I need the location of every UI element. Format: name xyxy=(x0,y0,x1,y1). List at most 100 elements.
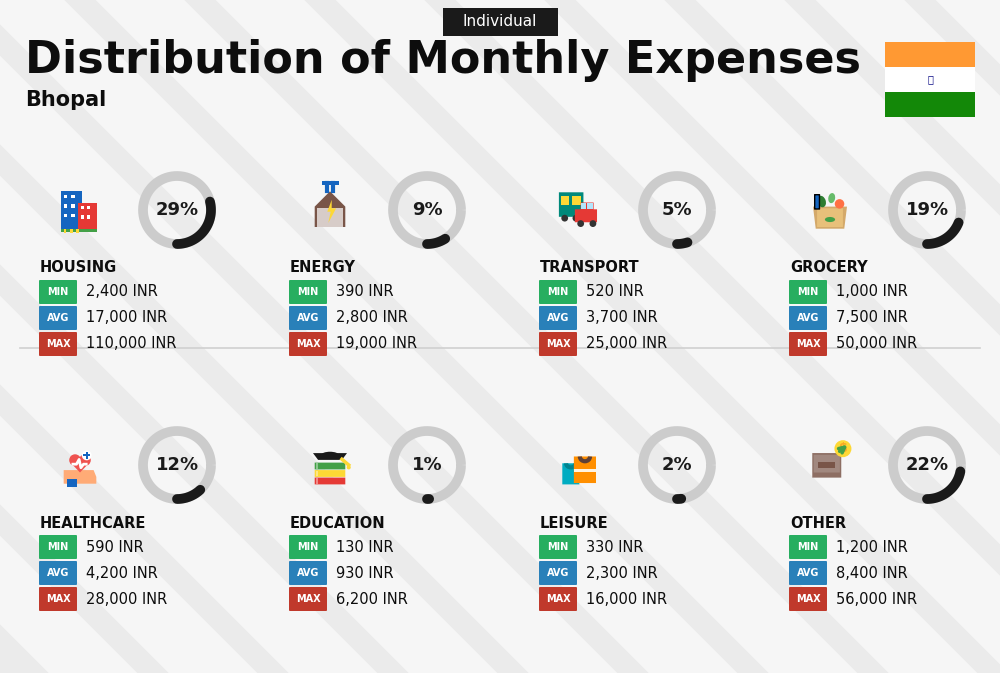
Ellipse shape xyxy=(828,193,835,203)
FancyBboxPatch shape xyxy=(789,332,827,356)
Circle shape xyxy=(82,450,92,460)
Text: 110,000 INR: 110,000 INR xyxy=(86,336,176,351)
Text: 2,400 INR: 2,400 INR xyxy=(86,285,158,299)
Bar xyxy=(87,205,90,209)
Bar xyxy=(83,454,90,456)
Text: Bhopal: Bhopal xyxy=(25,90,106,110)
Bar xyxy=(64,204,67,207)
Text: HOUSING: HOUSING xyxy=(40,260,117,275)
Text: AVG: AVG xyxy=(47,568,69,578)
Bar xyxy=(581,203,586,209)
Text: MAX: MAX xyxy=(546,594,570,604)
Text: 19%: 19% xyxy=(905,201,949,219)
FancyBboxPatch shape xyxy=(289,561,327,585)
Text: 2,800 INR: 2,800 INR xyxy=(336,310,408,326)
Text: 12%: 12% xyxy=(155,456,199,474)
FancyBboxPatch shape xyxy=(315,470,345,477)
Text: 520 INR: 520 INR xyxy=(586,285,644,299)
Text: 1,200 INR: 1,200 INR xyxy=(836,540,908,555)
Text: MAX: MAX xyxy=(296,339,320,349)
Bar xyxy=(885,67,975,92)
FancyBboxPatch shape xyxy=(789,561,827,585)
Bar xyxy=(70,229,73,233)
Text: MIN: MIN xyxy=(47,542,69,552)
Text: MIN: MIN xyxy=(797,287,819,297)
Text: 8,400 INR: 8,400 INR xyxy=(836,565,908,581)
Circle shape xyxy=(573,215,579,221)
Text: Individual: Individual xyxy=(463,15,537,30)
Text: 56,000 INR: 56,000 INR xyxy=(836,592,917,606)
Text: 930 INR: 930 INR xyxy=(336,565,394,581)
Circle shape xyxy=(577,220,584,227)
Text: 130 INR: 130 INR xyxy=(336,540,394,555)
Bar xyxy=(561,196,569,205)
Text: EDUCATION: EDUCATION xyxy=(290,516,386,530)
Bar xyxy=(78,229,97,232)
Text: 5%: 5% xyxy=(662,201,692,219)
Text: 590 INR: 590 INR xyxy=(86,540,144,555)
Text: 1%: 1% xyxy=(412,456,442,474)
Text: 1,000 INR: 1,000 INR xyxy=(836,285,908,299)
Text: AVG: AVG xyxy=(297,568,319,578)
Text: 50,000 INR: 50,000 INR xyxy=(836,336,917,351)
FancyBboxPatch shape xyxy=(39,587,77,611)
Text: 2%: 2% xyxy=(662,456,692,474)
Text: MAX: MAX xyxy=(46,339,70,349)
Text: ENERGY: ENERGY xyxy=(290,260,356,275)
Text: 19,000 INR: 19,000 INR xyxy=(336,336,417,351)
Text: 2,300 INR: 2,300 INR xyxy=(586,565,658,581)
Bar xyxy=(61,229,82,232)
Bar xyxy=(86,452,88,459)
FancyBboxPatch shape xyxy=(289,587,327,611)
Bar xyxy=(818,462,835,468)
Circle shape xyxy=(69,454,81,466)
FancyBboxPatch shape xyxy=(789,535,827,559)
Text: AVG: AVG xyxy=(297,313,319,323)
Text: AVG: AVG xyxy=(47,313,69,323)
Text: MAX: MAX xyxy=(46,594,70,604)
Bar xyxy=(317,209,343,227)
FancyBboxPatch shape xyxy=(812,453,841,478)
Bar xyxy=(885,42,975,67)
Text: MAX: MAX xyxy=(296,594,320,604)
Circle shape xyxy=(835,199,844,209)
Text: LEISURE: LEISURE xyxy=(540,516,609,530)
FancyBboxPatch shape xyxy=(539,306,577,330)
FancyBboxPatch shape xyxy=(789,280,827,304)
Ellipse shape xyxy=(825,217,835,222)
Text: 29%: 29% xyxy=(155,201,199,219)
FancyBboxPatch shape xyxy=(817,208,843,227)
FancyBboxPatch shape xyxy=(789,306,827,330)
Bar xyxy=(76,229,79,233)
Text: 6,200 INR: 6,200 INR xyxy=(336,592,408,606)
FancyBboxPatch shape xyxy=(539,280,577,304)
FancyBboxPatch shape xyxy=(39,280,77,304)
Text: 7,500 INR: 7,500 INR xyxy=(836,310,908,326)
Bar xyxy=(587,203,593,209)
FancyBboxPatch shape xyxy=(539,561,577,585)
Circle shape xyxy=(834,440,851,457)
Bar xyxy=(81,215,84,219)
Polygon shape xyxy=(315,191,345,227)
Text: 16,000 INR: 16,000 INR xyxy=(586,592,667,606)
Text: ⎈: ⎈ xyxy=(927,75,933,85)
Text: GROCERY: GROCERY xyxy=(790,260,868,275)
Text: AVG: AVG xyxy=(547,568,569,578)
FancyBboxPatch shape xyxy=(581,203,594,210)
Text: AVG: AVG xyxy=(797,568,819,578)
Polygon shape xyxy=(64,470,96,484)
FancyBboxPatch shape xyxy=(289,306,327,330)
FancyBboxPatch shape xyxy=(789,587,827,611)
Polygon shape xyxy=(327,200,336,223)
Text: $: $ xyxy=(839,442,847,455)
Bar xyxy=(572,196,581,205)
FancyBboxPatch shape xyxy=(574,456,596,483)
FancyBboxPatch shape xyxy=(559,192,583,217)
Text: MAX: MAX xyxy=(796,339,820,349)
Text: MAX: MAX xyxy=(546,339,570,349)
Ellipse shape xyxy=(817,196,826,207)
Text: 28,000 INR: 28,000 INR xyxy=(86,592,167,606)
FancyBboxPatch shape xyxy=(289,280,327,304)
FancyBboxPatch shape xyxy=(539,332,577,356)
FancyBboxPatch shape xyxy=(539,587,577,611)
